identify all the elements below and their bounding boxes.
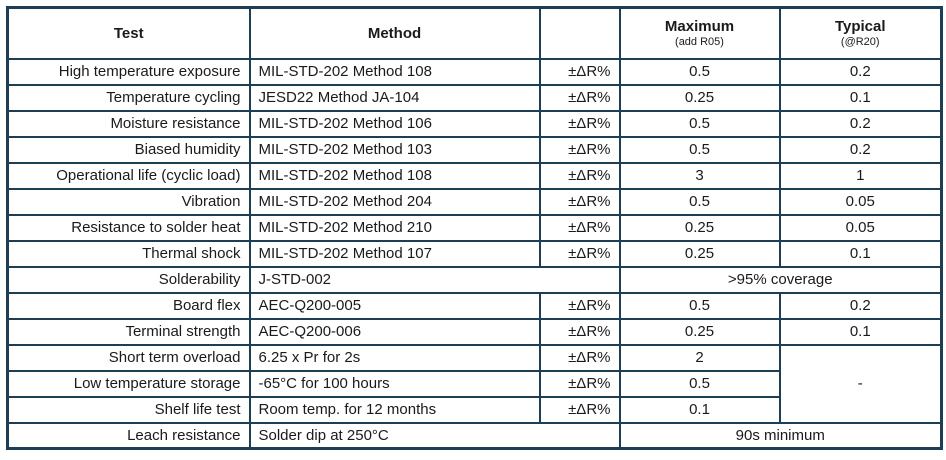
delta-label: ±ΔR% bbox=[538, 161, 621, 190]
test-cell: Thermal shock bbox=[6, 239, 251, 268]
test-cell: Solderability bbox=[6, 265, 251, 294]
col-header-typical: Typical (@R20) bbox=[778, 6, 943, 60]
typical-cell: 0.2 bbox=[778, 135, 943, 164]
table-row: Terminal strength AEC-Q200-006 ±ΔR% 0.25… bbox=[6, 317, 943, 346]
table-row: Leach resistance Solder dip at 250°C 90s… bbox=[6, 421, 943, 450]
typical-cell: 0.1 bbox=[778, 317, 943, 346]
table-row: Short term overload 6.25 x Pr for 2s ±ΔR… bbox=[6, 343, 943, 424]
col-header-test: Test bbox=[6, 6, 251, 60]
typical-merged-cell: - bbox=[778, 343, 943, 424]
typical-cell: 0.1 bbox=[778, 239, 943, 268]
table-row: Moisture resistance MIL-STD-202 Method 1… bbox=[6, 109, 943, 138]
method-cell: Room temp. for 12 months bbox=[248, 395, 541, 424]
test-cell: Board flex bbox=[6, 291, 251, 320]
method-cell: MIL-STD-202 Method 106 bbox=[248, 109, 541, 138]
test-cell: Leach resistance bbox=[6, 421, 251, 450]
method-cell: MIL-STD-202 Method 107 bbox=[248, 239, 541, 268]
col-header-delta-empty bbox=[538, 6, 621, 60]
maximum-cell: 0.1 bbox=[618, 395, 781, 424]
table-row: Solderability J-STD-002 >95% coverage bbox=[6, 265, 943, 294]
method-cell: JESD22 Method JA-104 bbox=[248, 83, 541, 112]
table-row: Thermal shock MIL-STD-202 Method 107 ±ΔR… bbox=[6, 239, 943, 268]
typical-cell: 0.05 bbox=[778, 187, 943, 216]
maximum-cell: 2 bbox=[618, 343, 781, 372]
test-cell: Shelf life test bbox=[6, 395, 251, 424]
test-cell: Short term overload bbox=[6, 343, 251, 372]
delta-label: ±ΔR% bbox=[538, 109, 621, 138]
maximum-note: (add R05) bbox=[675, 36, 724, 49]
method-cell: Solder dip at 250°C bbox=[248, 421, 621, 450]
delta-label: ±ΔR% bbox=[538, 369, 621, 398]
maximum-cell: 0.5 bbox=[618, 369, 781, 398]
test-cell: Biased humidity bbox=[6, 135, 251, 164]
table-row: High temperature exposure MIL-STD-202 Me… bbox=[6, 57, 943, 86]
method-cell: MIL-STD-202 Method 108 bbox=[248, 57, 541, 86]
method-cell: -65°C for 100 hours bbox=[248, 369, 541, 398]
method-cell: 6.25 x Pr for 2s bbox=[248, 343, 541, 372]
method-cell: AEC-Q200-005 bbox=[248, 291, 541, 320]
header-row: Test Method Maximum (add R05) Typical (@… bbox=[6, 6, 943, 60]
test-cell: Moisture resistance bbox=[6, 109, 251, 138]
delta-label: ±ΔR% bbox=[538, 135, 621, 164]
maximum-cell: 0.5 bbox=[618, 291, 781, 320]
test-cell: High temperature exposure bbox=[6, 57, 251, 86]
method-cell: MIL-STD-202 Method 210 bbox=[248, 213, 541, 242]
maximum-cell: 0.25 bbox=[618, 83, 781, 112]
table-row: Temperature cycling JESD22 Method JA-104… bbox=[6, 83, 943, 112]
typical-note: (@R20) bbox=[840, 36, 880, 49]
typical-cell: 0.2 bbox=[778, 291, 943, 320]
test-cell: Terminal strength bbox=[6, 317, 251, 346]
maximum-cell: 0.25 bbox=[618, 213, 781, 242]
table-row: Low temperature storage -65°C for 100 ho… bbox=[6, 369, 942, 398]
table-row: Resistance to solder heat MIL-STD-202 Me… bbox=[6, 213, 943, 242]
delta-label: ±ΔR% bbox=[538, 343, 621, 372]
merged-result-cell: 90s minimum bbox=[618, 421, 943, 450]
maximum-cell: 0.5 bbox=[618, 135, 781, 164]
table-row: Board flex AEC-Q200-005 ±ΔR% 0.5 0.2 bbox=[6, 291, 943, 320]
maximum-cell: 3 bbox=[618, 161, 781, 190]
typical-cell: 0.2 bbox=[778, 57, 943, 86]
maximum-label: Maximum bbox=[664, 18, 735, 36]
typical-cell: 0.05 bbox=[778, 213, 943, 242]
method-cell: AEC-Q200-006 bbox=[248, 317, 541, 346]
delta-label: ±ΔR% bbox=[538, 291, 621, 320]
typical-cell: 1 bbox=[778, 161, 943, 190]
method-cell: MIL-STD-202 Method 103 bbox=[248, 135, 541, 164]
maximum-cell: 0.25 bbox=[618, 239, 781, 268]
table-row: Biased humidity MIL-STD-202 Method 103 ±… bbox=[6, 135, 943, 164]
maximum-cell: 0.25 bbox=[618, 317, 781, 346]
delta-label: ±ΔR% bbox=[538, 187, 621, 216]
method-cell: MIL-STD-202 Method 108 bbox=[248, 161, 541, 190]
delta-label: ±ΔR% bbox=[538, 239, 621, 268]
typical-cell: 0.2 bbox=[778, 109, 943, 138]
maximum-cell: 0.5 bbox=[618, 187, 781, 216]
maximum-cell: 0.5 bbox=[618, 57, 781, 86]
maximum-cell: 0.5 bbox=[618, 109, 781, 138]
method-cell: MIL-STD-202 Method 204 bbox=[248, 187, 541, 216]
typical-cell: 0.1 bbox=[778, 83, 943, 112]
delta-label: ±ΔR% bbox=[538, 213, 621, 242]
test-cell: Low temperature storage bbox=[6, 369, 251, 398]
merged-result-cell: >95% coverage bbox=[618, 265, 943, 294]
test-cell: Operational life (cyclic load) bbox=[6, 161, 251, 190]
delta-label: ±ΔR% bbox=[538, 57, 621, 86]
delta-label: ±ΔR% bbox=[538, 83, 621, 112]
col-header-method: Method bbox=[248, 6, 541, 60]
qualification-table: Test Method Maximum (add R05) Typical (@… bbox=[6, 6, 943, 450]
method-cell: J-STD-002 bbox=[248, 265, 621, 294]
test-cell: Temperature cycling bbox=[6, 83, 251, 112]
delta-label: ±ΔR% bbox=[538, 317, 621, 346]
table-row: Shelf life test Room temp. for 12 months… bbox=[6, 395, 942, 424]
table-row: Vibration MIL-STD-202 Method 204 ±ΔR% 0.… bbox=[6, 187, 943, 216]
test-cell: Resistance to solder heat bbox=[6, 213, 251, 242]
typical-label: Typical bbox=[834, 18, 886, 36]
table-row: Operational life (cyclic load) MIL-STD-2… bbox=[6, 161, 943, 190]
col-header-maximum: Maximum (add R05) bbox=[618, 6, 781, 60]
test-cell: Vibration bbox=[6, 187, 251, 216]
delta-label: ±ΔR% bbox=[538, 395, 621, 424]
